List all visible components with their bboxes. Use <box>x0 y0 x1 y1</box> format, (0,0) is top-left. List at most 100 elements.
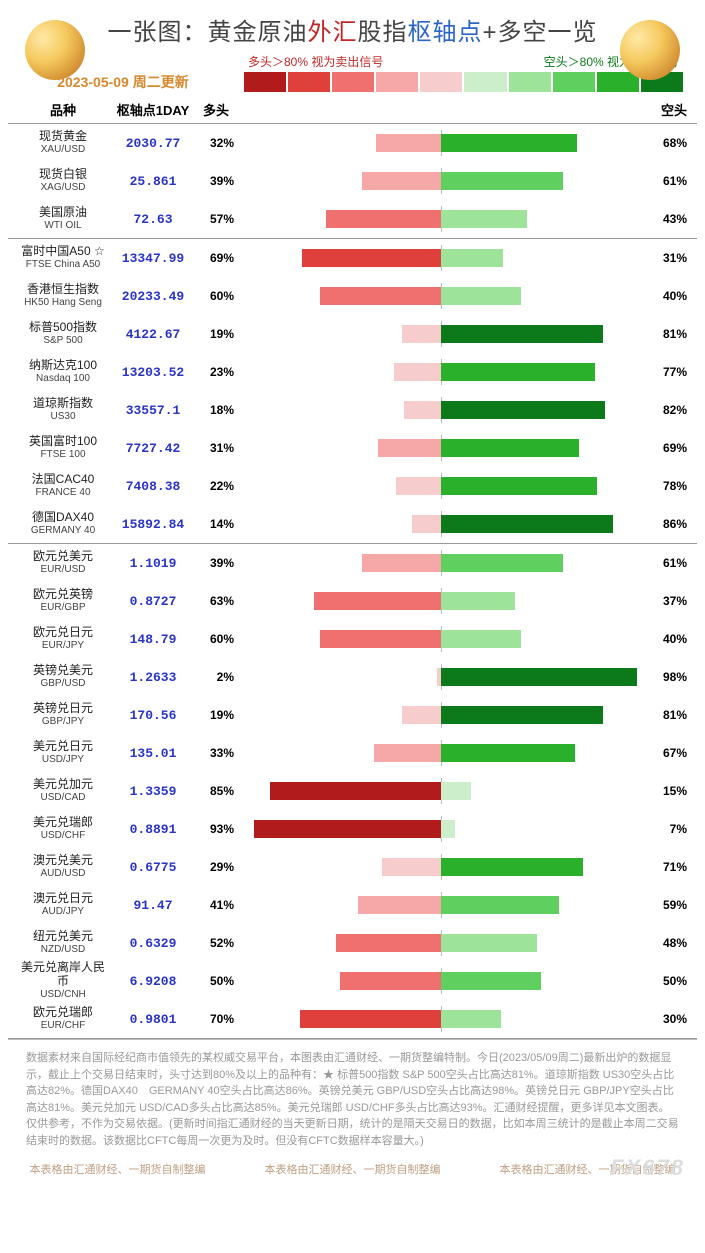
short-bar <box>441 210 527 228</box>
pivot-value: 7408.38 <box>108 479 198 494</box>
instrument-name: 欧元兑英镑EUR/GBP <box>18 588 108 613</box>
long-percent: 39% <box>198 174 234 188</box>
short-bar <box>441 592 515 610</box>
long-percent: 50% <box>198 974 234 988</box>
long-bar <box>394 363 440 381</box>
footer-notes: 数据素材来自国际经纪商市值领先的某权威交易平台，本图表由汇通财经、一期货整编特制… <box>8 1039 697 1157</box>
long-bar <box>412 515 440 533</box>
pivot-value: 1.2633 <box>108 670 198 685</box>
table-row: 现货黄金XAU/USD2030.7732%68% <box>0 124 705 162</box>
instrument-name-en: EUR/GBP <box>18 602 108 614</box>
short-percent: 50% <box>647 974 687 988</box>
long-percent: 60% <box>198 632 234 646</box>
sentiment-bar <box>240 554 641 572</box>
pivot-value: 170.56 <box>108 708 198 723</box>
sentiment-bar <box>240 249 641 267</box>
long-percent: 14% <box>198 517 234 531</box>
sentiment-bar <box>240 515 641 533</box>
short-percent: 67% <box>647 746 687 760</box>
sentiment-bar <box>240 172 641 190</box>
instrument-name-cn: 英国富时100 <box>18 435 108 449</box>
short-bar <box>441 858 583 876</box>
short-bar <box>441 172 563 190</box>
instrument-name-en: NZD/USD <box>18 944 108 956</box>
title-segment: +多空一览 <box>482 19 597 46</box>
title-segment: 一张图： <box>107 19 207 46</box>
short-percent: 43% <box>647 212 687 226</box>
pivot-value: 148.79 <box>108 632 198 647</box>
chart-container: 一张图：黄金原油外汇股指枢轴点+多空一览 2023-05-09 周二更新 多头＞… <box>0 0 705 1189</box>
long-percent: 2% <box>198 670 234 684</box>
long-bar <box>326 210 440 228</box>
short-bar <box>441 782 471 800</box>
long-bar <box>378 439 440 457</box>
short-bar <box>441 515 613 533</box>
table-row: 美元兑加元USD/CAD1.335985%15% <box>0 772 705 810</box>
instrument-name-cn: 英镑兑美元 <box>18 664 108 678</box>
pivot-value: 4122.67 <box>108 327 198 342</box>
table-row: 英镑兑美元GBP/USD1.26332%98% <box>0 658 705 696</box>
instrument-name: 道琼斯指数US30 <box>18 397 108 422</box>
instrument-name-cn: 英镑兑日元 <box>18 702 108 716</box>
gradient-cell <box>420 72 462 92</box>
instrument-name: 美元兑瑞郎USD/CHF <box>18 816 108 841</box>
instrument-name-cn: 澳元兑美元 <box>18 854 108 868</box>
instrument-name: 英镑兑日元GBP/JPY <box>18 702 108 727</box>
long-bar <box>362 172 440 190</box>
short-percent: 68% <box>647 136 687 150</box>
short-percent: 81% <box>647 327 687 341</box>
sentiment-bar <box>240 706 641 724</box>
instrument-name-en: USD/JPY <box>18 754 108 766</box>
instrument-name-en: EUR/JPY <box>18 640 108 652</box>
pivot-value: 6.9208 <box>108 974 198 989</box>
instrument-name-en: AUD/JPY <box>18 906 108 918</box>
short-percent: 15% <box>647 784 687 798</box>
pivot-value: 2030.77 <box>108 136 198 151</box>
long-bar <box>320 287 440 305</box>
legend-long-signal: 多头＞80% 视为卖出信号 <box>248 53 383 70</box>
table-row: 欧元兑美元EUR/USD1.101939%61% <box>0 544 705 582</box>
long-bar <box>362 554 440 572</box>
long-percent: 52% <box>198 936 234 950</box>
short-percent: 61% <box>647 174 687 188</box>
instrument-name-cn: 现货白银 <box>18 168 108 182</box>
long-percent: 60% <box>198 289 234 303</box>
long-percent: 22% <box>198 479 234 493</box>
short-percent: 82% <box>647 403 687 417</box>
long-bar <box>358 896 440 914</box>
sentiment-bar <box>240 820 641 838</box>
sentiment-bar <box>240 439 641 457</box>
instrument-name-cn: 纽元兑美元 <box>18 930 108 944</box>
instrument-name-en: USD/CHF <box>18 830 108 842</box>
title-segment: 股指 <box>357 19 407 46</box>
instrument-name-cn: 富时中国A50 ☆ <box>18 245 108 259</box>
table-row: 道琼斯指数US3033557.118%82% <box>0 391 705 429</box>
instrument-name-en: HK50 Hang Seng <box>18 297 108 309</box>
header-instrument: 品种 <box>18 100 108 119</box>
sentiment-bar <box>240 363 641 381</box>
long-bar <box>302 249 440 267</box>
gradient-cell <box>288 72 330 92</box>
instrument-name: 欧元兑瑞郎EUR/CHF <box>18 1006 108 1031</box>
long-percent: 85% <box>198 784 234 798</box>
instrument-name-cn: 纳斯达克100 <box>18 359 108 373</box>
short-bar <box>441 249 503 267</box>
instrument-name: 法国CAC40FRANCE 40 <box>18 473 108 498</box>
short-bar <box>441 134 577 152</box>
sentiment-bar <box>240 858 641 876</box>
gradient-cell <box>244 72 286 92</box>
short-bar <box>441 554 563 572</box>
gradient-cell <box>376 72 418 92</box>
sentiment-bar <box>240 210 641 228</box>
pivot-value: 13347.99 <box>108 251 198 266</box>
instrument-name: 澳元兑美元AUD/USD <box>18 854 108 879</box>
long-bar <box>382 858 440 876</box>
sentiment-bar <box>240 401 641 419</box>
instrument-name-en: GBP/JPY <box>18 716 108 728</box>
instrument-name: 英镑兑美元GBP/USD <box>18 664 108 689</box>
pivot-value: 20233.49 <box>108 289 198 304</box>
short-bar <box>441 820 455 838</box>
header-long: 多头 <box>198 100 234 119</box>
sentiment-bar <box>240 630 641 648</box>
gradient-scale <box>240 72 687 92</box>
